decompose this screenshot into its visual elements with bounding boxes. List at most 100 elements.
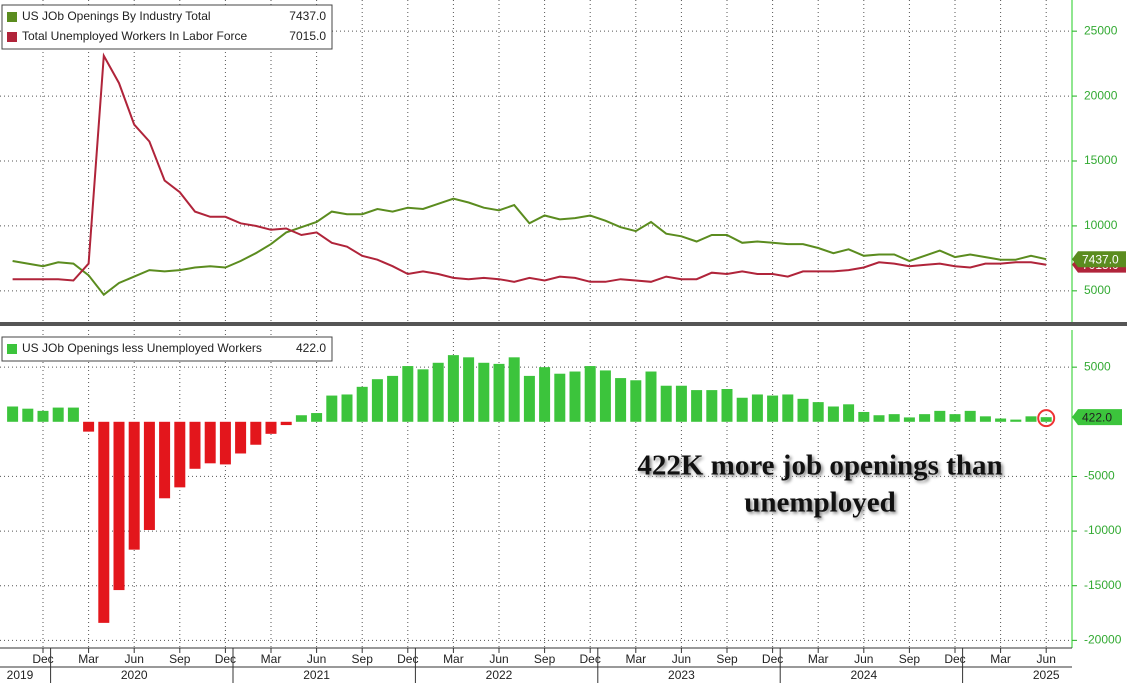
x-tick-label: Jun (125, 652, 144, 666)
x-tick-label: Mar (625, 652, 646, 666)
bar (964, 410, 976, 422)
year-label: 2019 (7, 668, 34, 682)
y-tick-label: -15000 (1084, 578, 1122, 592)
bar (219, 421, 231, 465)
bar (83, 421, 95, 432)
legend-swatch (7, 344, 17, 354)
x-tick-label: Jun (854, 652, 873, 666)
y-tick-label: 20000 (1084, 88, 1118, 102)
bar (751, 394, 763, 422)
y-tick-label: -20000 (1084, 633, 1122, 647)
year-label: 2022 (486, 668, 513, 682)
annotation: 422K more job openings than (637, 450, 1002, 482)
bar (98, 421, 110, 623)
bar (113, 421, 125, 591)
bar (371, 379, 383, 422)
legend-box (1, 336, 333, 362)
x-tick-label: Jun (1037, 652, 1056, 666)
value-tag-label: 422.0 (1082, 410, 1112, 424)
legend-swatch (7, 32, 17, 42)
bar (554, 373, 566, 422)
x-tick-label: Mar (78, 652, 99, 666)
x-tick-label: Sep (534, 652, 556, 666)
year-label: 2021 (303, 668, 330, 682)
bar (508, 357, 520, 422)
legend-value: 7437.0 (289, 9, 326, 23)
bar (630, 380, 642, 422)
y-tick-label: 25000 (1084, 23, 1118, 37)
y-tick-label: -10000 (1084, 523, 1122, 537)
bar (782, 394, 794, 422)
x-tick-label: Mar (990, 652, 1011, 666)
x-tick-label: Jun (489, 652, 508, 666)
annotation: unemployed (744, 487, 895, 519)
bar (797, 398, 809, 422)
bar (934, 410, 946, 422)
bar (402, 366, 414, 422)
x-tick-label: Mar (443, 652, 464, 666)
value-tag-label: 7437.0 (1082, 252, 1119, 266)
bar (979, 416, 991, 422)
y-tick-label: 5000 (1084, 359, 1111, 373)
x-tick-label: Dec (944, 652, 965, 666)
legend-swatch (7, 12, 17, 22)
bar (873, 415, 885, 422)
bar (691, 390, 703, 422)
year-label: 2025 (1033, 668, 1060, 682)
bar (903, 417, 915, 422)
bar (250, 421, 262, 445)
bar (341, 394, 353, 422)
bar (706, 390, 718, 422)
year-label: 2020 (121, 668, 148, 682)
bar (478, 362, 490, 422)
bar (311, 413, 323, 422)
x-tick-label: Dec (32, 652, 53, 666)
x-tick-label: Dec (397, 652, 418, 666)
x-tick-label: Jun (307, 652, 326, 666)
bar (265, 421, 277, 434)
series-line (12, 52, 1047, 283)
bar (645, 371, 657, 422)
x-tick-label: Sep (716, 652, 738, 666)
bar (174, 421, 186, 488)
legend-label: US JOb Openings less Unemployed Workers (22, 341, 262, 355)
value-tag (1072, 409, 1122, 426)
bar (432, 362, 444, 422)
bar (888, 414, 900, 422)
x-tick-label: Sep (352, 652, 374, 666)
bar (827, 406, 839, 422)
legend-value: 422.0 (296, 341, 326, 355)
bar (949, 414, 961, 422)
bar (584, 366, 596, 422)
bar (493, 363, 505, 422)
bar (523, 375, 535, 422)
bar (189, 421, 201, 469)
bar (539, 367, 551, 422)
y-tick-label: 15000 (1084, 153, 1118, 167)
legend-box (1, 4, 333, 50)
bar (235, 421, 247, 454)
bar (463, 357, 475, 422)
legend-label: Total Unemployed Workers In Labor Force (22, 29, 248, 43)
bar (858, 411, 870, 422)
bar (736, 397, 748, 422)
bar (615, 378, 627, 422)
bar (1040, 417, 1052, 422)
bar (143, 421, 155, 530)
x-tick-label: Mar (808, 652, 829, 666)
x-tick-label: Jun (672, 652, 691, 666)
bar (204, 421, 216, 464)
bar (660, 385, 672, 422)
legend-label: US JOb Openings By Industry Total (22, 9, 211, 23)
bar (128, 421, 140, 550)
highlight-circle (1037, 409, 1056, 428)
x-tick-label: Mar (261, 652, 282, 666)
bar (1010, 419, 1022, 422)
bar (767, 395, 779, 422)
x-tick-label: Sep (899, 652, 921, 666)
bar (37, 410, 49, 422)
bar (326, 395, 338, 422)
bar (356, 386, 368, 422)
bar (159, 421, 171, 499)
